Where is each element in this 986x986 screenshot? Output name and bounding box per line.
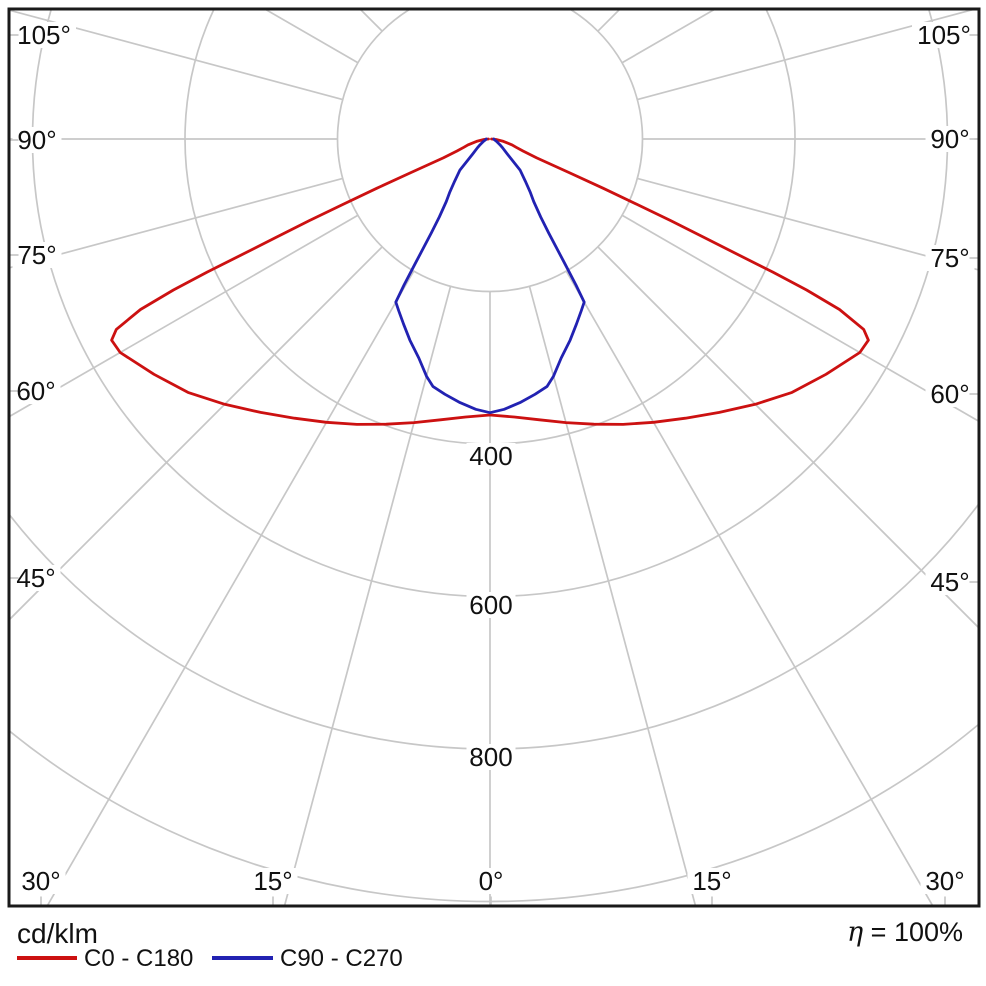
angle-label-bottom: 30°: [21, 866, 60, 896]
angle-label-bottom: 15°: [692, 866, 731, 896]
angle-label-right: 90°: [930, 124, 969, 154]
grid-label-backgrounds: [11, 22, 976, 894]
curve-c0-c180: [110, 137, 870, 426]
angle-label-bottom: 0°: [479, 866, 504, 896]
eta-symbol: η: [846, 917, 864, 948]
angle-label-right-bg: [912, 22, 976, 48]
unit-label: cd/klm: [17, 918, 98, 949]
angle-label-left: 75°: [17, 240, 56, 270]
grid-spoke-330deg: [47, 270, 415, 905]
grid-spoke-105deg: [637, 10, 973, 101]
angle-label-right: 45°: [930, 567, 969, 597]
angle-label-right: 105°: [917, 20, 971, 50]
intensity-curves: [110, 137, 870, 426]
grid-spoke-45deg: [597, 246, 978, 628]
angle-label-left-bg: [11, 565, 61, 591]
angle-label-bottom-bg: [920, 868, 970, 894]
radius-label-bg: [466, 592, 516, 618]
angle-label-bottom-bg: [687, 868, 737, 894]
grid-spoke-345deg: [284, 286, 452, 905]
grid-spoke-300deg: [10, 214, 359, 417]
legend-line-c90-c270: [212, 956, 273, 960]
angle-label-bottom-bg: [16, 868, 66, 894]
legend-label-c90-c270: C90 - C270: [280, 945, 403, 972]
grid-spoke-150deg: [566, 0, 986, 7]
grid-spoke-210deg: [0, 0, 414, 7]
grid-spoke-75deg: [637, 177, 978, 271]
grid-spoke-30deg: [565, 270, 933, 905]
grid-spoke-15deg: [528, 286, 696, 905]
angle-label-left-bg: [12, 22, 76, 48]
angle-label-bottom-bg: [474, 868, 508, 894]
efficiency-label: η = 100%: [847, 918, 963, 947]
radius-label: 400: [469, 441, 512, 471]
grid-circle-200: [336, 10, 644, 293]
angle-label-bottom-bg: [248, 868, 298, 894]
angle-label-right: 75°: [930, 243, 969, 273]
efficiency-value: = 100%: [863, 917, 963, 947]
border-ticks: [10, 34, 978, 905]
legend-label-c0-c180: C0 - C180: [84, 945, 194, 972]
angle-label-left: 45°: [16, 563, 55, 593]
angle-label-right-bg: [925, 381, 975, 407]
angle-label-left-bg: [12, 127, 62, 153]
angle-label-left-bg: [12, 242, 62, 268]
angle-label-bottom: 30°: [925, 866, 964, 896]
radius-label-bg: [466, 443, 516, 469]
curve-c90-c270: [394, 137, 586, 415]
angle-label-left: 90°: [17, 125, 56, 155]
angle-label-bottom: 15°: [253, 866, 292, 896]
angle-label-right: 60°: [930, 379, 969, 409]
grid-circle-800: [10, 503, 978, 750]
angle-label-right-bg: [925, 126, 975, 152]
angle-label-right-bg: [925, 245, 975, 271]
angle-label-right-bg: [925, 569, 975, 595]
angle-label-left-bg: [11, 378, 61, 404]
grid-spoke-60deg: [621, 214, 978, 422]
radius-label-bg: [466, 744, 516, 770]
grid-spoke-315deg: [10, 246, 383, 620]
plot-border: [7, 7, 981, 908]
angle-label-left: 105°: [17, 20, 71, 50]
grid-spoke-285deg: [10, 177, 343, 269]
legend-line-c0-c180: [17, 956, 77, 960]
radius-label: 800: [469, 742, 512, 772]
radius-label: 600: [469, 590, 512, 620]
grid-spoke-255deg: [10, 10, 343, 101]
grid-labels: 105° 90° 75° 60° 45° 105° 90° 75° 60° 45° 30° 15° 0°…: [16, 20, 971, 896]
angle-label-left: 60°: [16, 376, 55, 406]
